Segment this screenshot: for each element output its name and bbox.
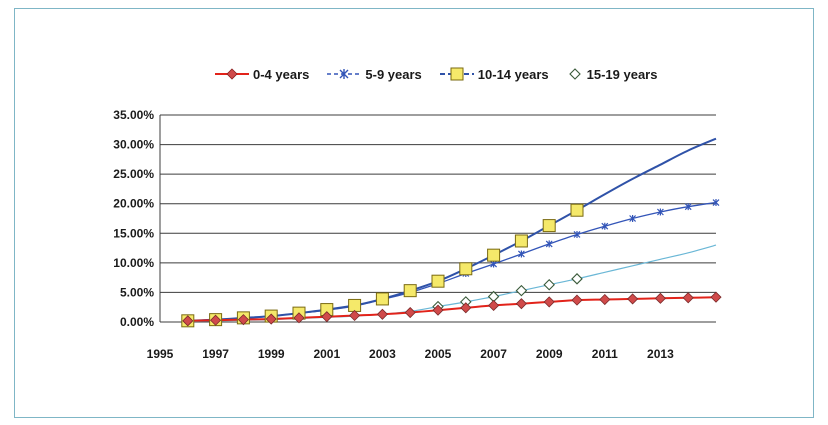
data-point-10-14-years	[348, 298, 362, 312]
legend: 0-4 years 5-9 years 10-14 years 15-19 ye…	[215, 64, 657, 84]
y-tick-label: 35.00%	[113, 108, 154, 122]
legend-swatch-10-14-years	[439, 67, 474, 81]
data-point-0-4-years	[376, 308, 388, 320]
data-point-0-4-years	[349, 309, 361, 322]
x-tick-label: 2013	[647, 347, 674, 361]
data-point-0-4-years	[543, 296, 555, 308]
legend-label-10-14-years: 10-14 years	[477, 66, 549, 82]
data-point-15-19-years	[543, 278, 555, 291]
y-tick-label: 10.00%	[113, 256, 154, 270]
data-point-0-4-years	[432, 304, 444, 316]
x-tick-label: 2011	[592, 347, 618, 361]
data-point-0-4-years	[460, 302, 472, 314]
x-tick-label: 2003	[369, 347, 396, 361]
data-point-0-4-years	[237, 314, 249, 326]
data-point-10-14-years	[403, 284, 417, 298]
legend-item-15-19-years: 15-19 years	[567, 66, 658, 82]
y-tick-label: 30.00%	[113, 138, 154, 152]
data-point-10-14-years	[487, 248, 501, 262]
data-point-0-4-years	[682, 292, 694, 304]
data-point-10-14-years	[459, 262, 473, 276]
data-point-0-4-years	[182, 315, 194, 327]
x-tick-label: 2009	[536, 347, 563, 361]
legend-label-15-19-years: 15-19 years	[586, 66, 658, 82]
x-tick-label: 1997	[202, 347, 229, 361]
data-point-5-9-years	[517, 250, 525, 258]
series-line-5-9-years	[187, 201, 717, 322]
data-point-0-4-years	[515, 298, 527, 310]
data-point-5-9-years	[490, 260, 498, 268]
y-tick-label: 25.00%	[113, 167, 154, 181]
x-tick-label: 2007	[480, 347, 507, 361]
data-point-0-4-years	[571, 294, 583, 306]
legend-swatch-15-19-years	[568, 68, 581, 80]
data-point-0-4-years	[599, 293, 611, 306]
legend-item-10-14-years: 10-14 years	[439, 66, 549, 82]
data-point-0-4-years	[293, 312, 305, 324]
data-point-0-4-years	[654, 292, 666, 304]
data-point-0-4-years	[404, 306, 416, 319]
y-tick-label: 5.00%	[120, 285, 154, 299]
data-point-0-4-years	[488, 299, 500, 312]
data-point-0-4-years	[710, 291, 722, 303]
data-point-10-14-years	[542, 219, 556, 233]
y-tick-label: 15.00%	[113, 226, 154, 240]
data-point-0-4-years	[627, 293, 639, 305]
legend-item-0-4-years: 0-4 years	[215, 67, 309, 82]
data-point-5-9-years	[629, 215, 637, 222]
series-line-10-14-years	[187, 137, 717, 322]
legend-swatch-0-4-years	[215, 68, 249, 80]
data-point-10-14-years	[570, 203, 584, 217]
x-tick-label: 2005	[425, 347, 452, 361]
data-point-10-14-years	[431, 274, 445, 288]
legend-item-5-9-years: 5-9 years	[327, 66, 422, 82]
y-tick-label: 0.00%	[120, 315, 154, 329]
data-point-5-9-years	[684, 203, 692, 211]
data-point-10-14-years	[375, 292, 389, 306]
legend-label-0-4-years: 0-4 years	[253, 66, 310, 82]
data-point-0-4-years	[265, 313, 277, 325]
data-point-5-9-years	[545, 240, 553, 248]
x-tick-label: 1999	[258, 347, 285, 361]
legend-swatch-5-9-years	[327, 69, 362, 79]
data-point-15-19-years	[571, 273, 583, 285]
data-point-5-9-years	[573, 230, 581, 238]
data-point-5-9-years	[712, 199, 720, 207]
data-point-15-19-years	[515, 284, 528, 297]
y-tick-label: 20.00%	[113, 197, 154, 211]
data-point-10-14-years	[514, 234, 528, 248]
data-point-5-9-years	[656, 208, 664, 216]
x-tick-label: 1995	[147, 347, 174, 361]
chart-frame	[14, 8, 814, 418]
data-point-0-4-years	[321, 311, 333, 323]
legend-label-5-9-years: 5-9 years	[365, 66, 422, 82]
data-point-5-9-years	[601, 222, 609, 230]
data-point-0-4-years	[210, 314, 222, 326]
x-tick-label: 2001	[313, 347, 340, 361]
